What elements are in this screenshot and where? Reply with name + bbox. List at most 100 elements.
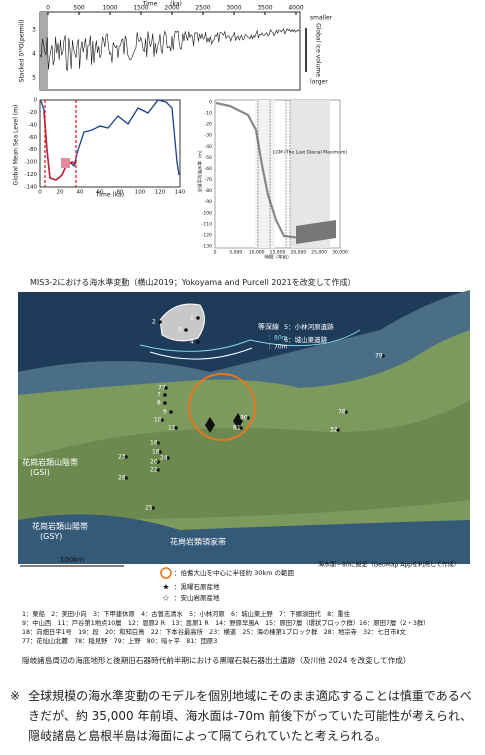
label: -60 — [28, 135, 37, 141]
label: 3 — [32, 27, 36, 34]
label: 100km — [60, 556, 84, 564]
label: 28 — [118, 475, 126, 482]
label: 2 — [152, 319, 156, 326]
label: ：70m — [268, 344, 288, 351]
site-dot — [184, 328, 188, 332]
label: ：黒曜石原産地 — [174, 582, 220, 591]
label: 140 — [175, 190, 186, 196]
label: 等深線 — [258, 322, 279, 331]
label: -100 — [202, 210, 212, 216]
site-dot — [164, 386, 168, 390]
curve — [215, 101, 331, 240]
label: 23 — [118, 454, 126, 461]
label: 10,000 — [249, 250, 265, 256]
range-circle — [188, 373, 256, 441]
label: 1000 — [102, 5, 117, 12]
site-dot — [336, 428, 340, 432]
label: 32 — [330, 427, 338, 434]
label: 20 — [57, 190, 64, 196]
site-dot — [124, 455, 128, 459]
label: 60 — [97, 190, 104, 196]
label: 10 — [154, 417, 162, 424]
site-dot — [169, 410, 173, 414]
label: 18 — [152, 449, 160, 456]
label: -130 — [202, 244, 212, 250]
label: 81 — [233, 425, 241, 432]
note: ※ 全球規模の海水準変動のモデルを個別地域にそのまま適応することは慎重であるべきだ… — [10, 686, 480, 746]
label: 8 — [157, 400, 161, 407]
label: 全球平均海水準（m） — [197, 148, 204, 193]
label: larger — [310, 79, 328, 86]
label: 1500 — [133, 5, 148, 12]
site-dot — [163, 401, 167, 405]
label: 80 — [117, 190, 124, 196]
label: 7 — [157, 392, 161, 399]
label: -30 — [205, 133, 212, 139]
site-dot — [158, 320, 162, 324]
site-dot — [158, 450, 162, 454]
label: 30,000 — [332, 250, 348, 256]
label: ：安山岩原産地 — [174, 593, 220, 602]
plot-frame — [214, 99, 341, 249]
legend-star: ★ — [162, 583, 169, 592]
label-line: 花崗岩類山陰帯 — [22, 457, 78, 467]
site-row: 1：栗船 2：美田小向 3：下甲建休原 4：古曽志清水 5：小林河原 6：城山東… — [22, 611, 351, 618]
label: 25,000 — [311, 250, 327, 256]
range — [61, 158, 70, 168]
site-row: 18：向畑日平1号 19：段 20：和知白鳥 22：下本谷最高所 23：横道 2… — [22, 629, 406, 636]
label: -140 — [25, 185, 38, 191]
label: 80 — [240, 415, 248, 422]
highlight — [40, 12, 48, 90]
contour — [149, 347, 253, 360]
label: 25 — [145, 505, 153, 512]
label: 花崗岩類山陰帯(GSI) — [22, 457, 78, 477]
site-dot — [160, 418, 164, 422]
site-dot — [246, 416, 250, 420]
label: -70 — [205, 177, 212, 183]
label: 20,000 — [290, 250, 306, 256]
label: -120 — [25, 172, 38, 178]
site-dot — [239, 426, 243, 430]
label: -80 — [28, 147, 37, 153]
label: 3000 — [226, 5, 241, 12]
label: -20 — [28, 110, 37, 116]
site-dot — [163, 393, 167, 397]
site-row: 77：花仙山北麓 78：稲見野 79：上野 80：暗ヶ平 81：団原3 — [22, 638, 218, 645]
label: 時間（年前） — [265, 254, 292, 261]
label: -50 — [205, 155, 212, 161]
label: 3500 — [257, 5, 272, 12]
label: 4000 — [288, 5, 303, 12]
label: (ka) — [170, 1, 182, 8]
label: 11 — [168, 425, 176, 432]
label: Time (ka) — [95, 192, 124, 199]
label-line: (GSI) — [30, 468, 50, 477]
site-dot — [156, 441, 160, 445]
label: 77 — [158, 385, 166, 392]
label: 5：小林河原遺跡 — [284, 322, 334, 331]
shelf — [18, 290, 470, 395]
curve — [39, 28, 300, 71]
legend-circle — [160, 567, 172, 579]
label: 9 — [163, 409, 167, 416]
label: 0 — [209, 100, 212, 106]
south-sea — [18, 514, 470, 564]
label: 0 — [46, 5, 50, 12]
label: 22 — [150, 467, 158, 474]
caption: MIS3-2における海水準変動（横山2019；Yokoyama and Purc… — [30, 278, 356, 287]
contour — [139, 329, 361, 352]
site-dot — [151, 506, 155, 510]
site-dot — [344, 410, 348, 414]
label: Global ice volume — [315, 23, 322, 77]
site-dot — [166, 456, 170, 460]
mountains — [18, 400, 470, 520]
label: 78 — [338, 409, 346, 416]
label: -100 — [25, 160, 38, 166]
label: -40 — [205, 144, 212, 150]
shade-band — [296, 220, 336, 244]
label: 1 — [190, 315, 194, 322]
label: ：伯耆大山を中心に半径約 30km の範囲 — [174, 568, 294, 577]
site-dot — [124, 476, 128, 480]
site-dot — [156, 460, 160, 464]
